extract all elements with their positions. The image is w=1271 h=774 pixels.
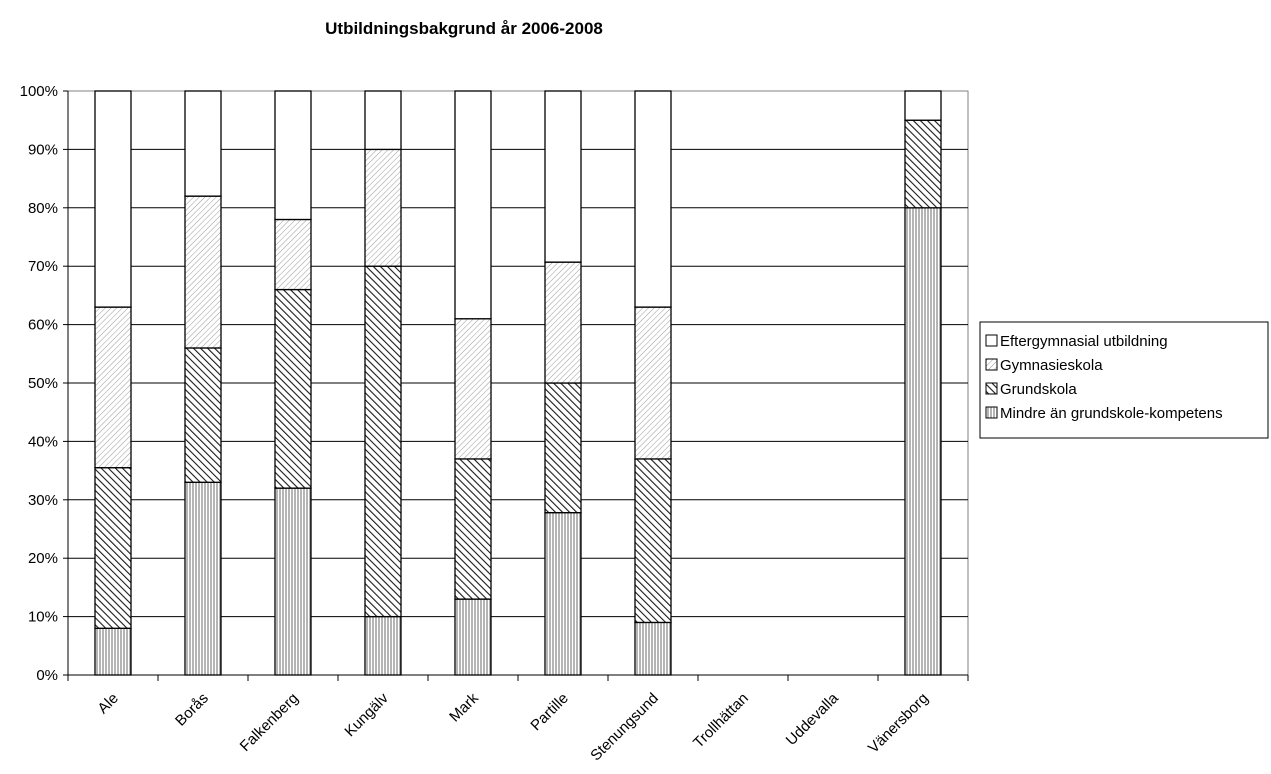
bar-segment bbox=[94, 306, 132, 469]
bar-segment bbox=[904, 207, 942, 676]
bar-segment bbox=[544, 90, 582, 263]
bar-segment bbox=[904, 119, 942, 209]
bar-segment bbox=[274, 218, 312, 291]
legend-label: Grundskola bbox=[1000, 381, 1077, 398]
y-tick-label: 10% bbox=[28, 609, 58, 626]
bar-segment bbox=[634, 90, 672, 308]
x-category-label: Stenungsund bbox=[587, 690, 662, 765]
bar-segment bbox=[184, 347, 222, 483]
bar-segment bbox=[94, 467, 132, 629]
x-category-label: Uddevalla bbox=[783, 689, 843, 749]
legend-swatch bbox=[985, 358, 998, 371]
bars bbox=[94, 90, 942, 676]
bar-segment bbox=[364, 265, 402, 618]
x-category-label: Ale bbox=[94, 690, 121, 717]
x-category-label: Trollhättan bbox=[690, 690, 752, 752]
legend-swatch bbox=[985, 382, 998, 395]
legend-label: Gymnasieskola bbox=[1000, 357, 1103, 374]
y-tick-label: 70% bbox=[28, 258, 58, 275]
y-tick-label: 60% bbox=[28, 317, 58, 334]
legend-swatch bbox=[985, 334, 998, 347]
bar-segment bbox=[364, 90, 402, 151]
bar-segment bbox=[94, 627, 132, 676]
legend-swatch bbox=[985, 406, 998, 419]
y-tick-label: 80% bbox=[28, 200, 58, 217]
bar-segment bbox=[94, 90, 132, 308]
bar-segment bbox=[364, 148, 402, 267]
y-tick-label: 20% bbox=[28, 550, 58, 567]
bar-segment bbox=[634, 621, 672, 676]
bar-segment bbox=[454, 318, 492, 460]
y-tick-label: 50% bbox=[28, 375, 58, 392]
bar-segment bbox=[184, 90, 222, 197]
y-tick-label: 40% bbox=[28, 433, 58, 450]
x-category-label: Falkenberg bbox=[237, 690, 302, 755]
bar-segment bbox=[544, 261, 582, 384]
bar-segment bbox=[544, 511, 582, 676]
y-tick-label: 0% bbox=[36, 667, 58, 684]
bar-segment bbox=[634, 458, 672, 624]
bar-segment bbox=[274, 288, 312, 489]
x-category-label: Partille bbox=[527, 690, 571, 734]
bar-segment bbox=[274, 90, 312, 221]
y-tick-label: 100% bbox=[20, 83, 58, 100]
bar-segment bbox=[904, 90, 942, 121]
bar-segment bbox=[634, 306, 672, 460]
chart-title: Utbildningsbakgrund år 2006-2008 bbox=[325, 19, 603, 38]
bar-segment bbox=[184, 195, 222, 349]
x-axis: Ale Borås Falkenberg Kungälv Mark Partille Ste… bbox=[67, 674, 969, 765]
y-tick-label: 30% bbox=[28, 492, 58, 509]
bar-segment bbox=[544, 382, 582, 514]
bar-segment bbox=[454, 458, 492, 600]
legend: Eftergymnasial utbildning Gymnasieskola Gr… bbox=[979, 321, 1269, 439]
x-category-label: Vänersborg bbox=[865, 690, 932, 757]
legend-label: Mindre än grundskole-kompetens bbox=[1000, 405, 1223, 422]
y-tick-label: 90% bbox=[28, 141, 58, 158]
bar-segment bbox=[454, 598, 492, 676]
legend-box bbox=[979, 321, 1269, 439]
bar-segment bbox=[454, 90, 492, 320]
bar-segment bbox=[184, 481, 222, 676]
bar-segment bbox=[364, 615, 402, 676]
x-category-label: Mark bbox=[446, 689, 482, 725]
x-category-label: Borås bbox=[172, 690, 212, 730]
legend-label: Eftergymnasial utbildning bbox=[1000, 333, 1168, 350]
x-category-label: Kungälv bbox=[341, 689, 392, 740]
bar-segment bbox=[274, 487, 312, 676]
y-axis: 0% 10% 20% 30% 40% 50% 60% 70% 80% 90% 100% bbox=[20, 83, 69, 684]
